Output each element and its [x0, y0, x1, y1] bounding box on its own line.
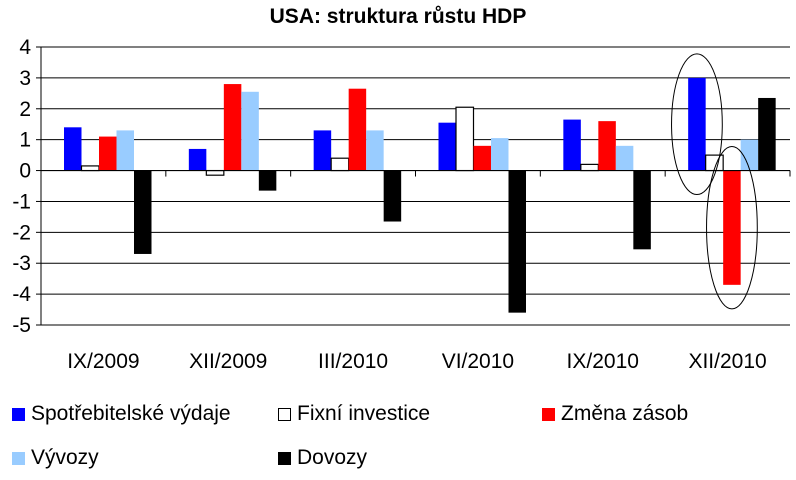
bar-vyvozy-xii-2010 — [740, 139, 759, 171]
x-category-label: VI/2010 — [442, 350, 514, 373]
legend-label: Vývozy — [31, 446, 99, 469]
y-tick-label: 4 — [19, 36, 31, 59]
bar-fixni-investice-xii-2009 — [205, 169, 225, 176]
bar-zmena-zasob-xii-2009 — [223, 84, 242, 171]
bar-zmena-zasob-ix-2010 — [598, 121, 616, 171]
y-tick-label: -5 — [12, 314, 31, 337]
legend-swatch — [12, 451, 25, 465]
bar-spotrebitelske-vydaje-ix-2010 — [563, 119, 581, 171]
bar-vyvozy-ix-2009 — [116, 130, 134, 171]
bar-dovozy-ix-2009 — [134, 170, 152, 254]
legend-label: Fixní investice — [297, 402, 431, 425]
x-category-label: IX/2010 — [567, 350, 639, 373]
bar-vyvozy-vi-2010 — [491, 138, 509, 171]
annotation-ellipse-spotrebitelske-vydaje — [671, 53, 723, 196]
y-tick-label: -1 — [12, 190, 31, 213]
y-tick-label: -3 — [12, 252, 31, 275]
bar-spotrebitelske-vydaje-xii-2010 — [688, 77, 706, 171]
legend-swatch — [542, 407, 555, 421]
bar-dovozy-ix-2010 — [633, 170, 651, 250]
legend-item-vyvozy: Vývozy — [12, 446, 99, 470]
bar-dovozy-xii-2010 — [758, 97, 776, 171]
y-tick-label: 2 — [19, 98, 31, 121]
legend-item-zmena-zasob: Změna zásob — [542, 402, 688, 426]
legend-item-fixni-investice: Fixní investice — [278, 402, 430, 426]
bar-zmena-zasob-ix-2009 — [99, 136, 117, 171]
bar-zmena-zasob-vi-2010 — [473, 145, 491, 171]
bar-fixni-investice-ix-2010 — [580, 163, 599, 172]
bar-vyvozy-xii-2009 — [241, 91, 259, 171]
x-category-label: XII/2010 — [688, 350, 766, 373]
bar-spotrebitelske-vydaje-vi-2010 — [438, 122, 456, 171]
legend-label: Změna zásob — [561, 402, 689, 425]
legend-swatch — [278, 407, 291, 421]
legend-item-spotrebitelske-vydaje: Spotřebitelské výdaje — [12, 402, 231, 426]
bar-vyvozy-iii-2010 — [366, 130, 384, 171]
y-tick-label: -2 — [12, 221, 31, 244]
bar-fixni-investice-vi-2010 — [455, 106, 475, 172]
bar-dovozy-xii-2009 — [258, 170, 277, 191]
bar-dovozy-iii-2010 — [383, 170, 402, 222]
legend-swatch — [278, 451, 291, 465]
bar-spotrebitelske-vydaje-xii-2009 — [188, 148, 207, 171]
x-category-label: IX/2009 — [67, 350, 139, 373]
annotation-ellipse-zmena-zasob — [706, 146, 758, 310]
y-tick-label: 1 — [19, 129, 31, 152]
bar-dovozy-vi-2010 — [508, 170, 526, 313]
bar-fixni-investice-ix-2009 — [80, 165, 100, 172]
bar-zmena-zasob-xii-2010 — [723, 170, 741, 285]
bar-spotrebitelske-vydaje-iii-2010 — [313, 130, 332, 171]
bar-zmena-zasob-iii-2010 — [348, 88, 367, 171]
bar-spotrebitelske-vydaje-ix-2009 — [64, 127, 82, 171]
legend-label: Spotřebitelské výdaje — [31, 402, 231, 425]
legend-label: Dovozy — [297, 446, 368, 469]
chart-title: USA: struktura růstu HDP — [269, 5, 527, 28]
y-tick-label: 3 — [19, 67, 31, 90]
bar-fixni-investice-iii-2010 — [330, 157, 350, 172]
bar-vyvozy-ix-2010 — [615, 145, 634, 171]
legend-swatch — [12, 407, 25, 421]
y-tick-label: 0 — [19, 160, 31, 183]
y-tick-label: -4 — [12, 283, 31, 306]
legend-item-dovozy: Dovozy — [278, 446, 367, 470]
x-category-label: XII/2009 — [189, 350, 267, 373]
x-category-label: III/2010 — [318, 350, 388, 373]
